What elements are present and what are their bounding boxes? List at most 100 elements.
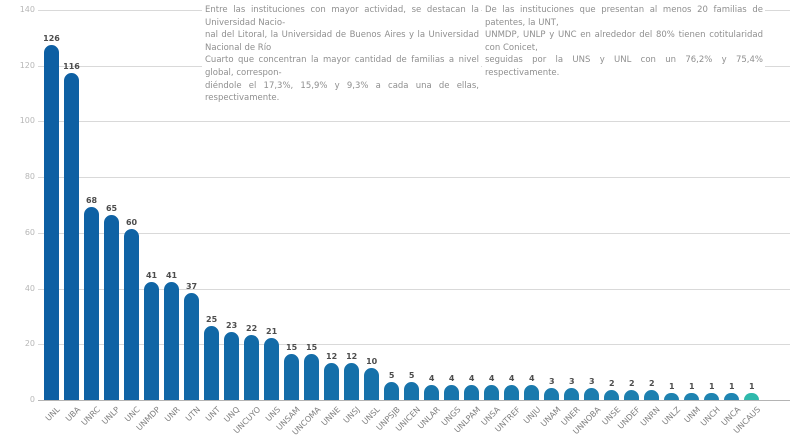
value-label-UNJU: 4	[528, 373, 535, 383]
value-label-UNAM: 3	[548, 376, 555, 386]
category-label-UNRN: UNRN	[639, 405, 663, 428]
value-label-UNCOMA: 15	[306, 343, 318, 353]
bar-UNLZ	[664, 393, 680, 400]
category-label-UNR: UNR	[163, 405, 182, 424]
bar-UNNE	[324, 362, 340, 400]
y-tick-label-60: 60	[24, 227, 35, 237]
bar-UNSE	[604, 390, 620, 400]
value-label-UNL: 126	[43, 34, 60, 43]
value-label-UNICEN: 5	[408, 371, 415, 381]
value-label-UNCA: 1	[729, 382, 735, 392]
bar-UNLPAM	[464, 384, 480, 400]
category-label-UTN: UTN	[183, 405, 202, 424]
bar-UNL	[44, 45, 59, 400]
bar-UNSL	[364, 368, 380, 400]
value-label-UNC: 60	[125, 217, 138, 227]
bar-UNPSJB	[384, 382, 400, 400]
value-label-UNLP: 65	[105, 203, 118, 213]
x-axis-line	[38, 400, 790, 401]
value-label-UNNE: 12	[326, 351, 338, 361]
y-tick-label-40: 40	[24, 283, 35, 293]
bar-UNJU	[524, 384, 540, 400]
y-tick-label-20: 20	[24, 339, 35, 349]
category-label-UNRC: UNRC	[79, 405, 102, 428]
gridline-40	[38, 288, 790, 290]
bar-UNSJ	[344, 362, 360, 400]
bar-UNDEF	[624, 390, 640, 400]
bar-UNT	[204, 326, 220, 400]
gridline-100	[38, 121, 790, 123]
bar-UNCAUS	[744, 393, 760, 400]
category-label-UNL: UNL	[43, 405, 62, 423]
annotation-left-note: Entre las instituciones con mayor activi…	[202, 2, 481, 107]
y-tick-label-0: 0	[29, 395, 35, 404]
value-label-UNT: 25	[206, 315, 218, 325]
bar-UNLAR	[424, 384, 440, 400]
gridline-60	[38, 232, 790, 234]
gridline-80	[38, 177, 790, 179]
value-label-UBA: 116	[63, 61, 80, 71]
bar-UNSA	[484, 384, 500, 400]
category-label-UNLZ: UNLZ	[660, 405, 683, 427]
bar-UNCA	[724, 393, 740, 400]
value-label-UNCH: 1	[709, 382, 715, 392]
category-label-UNSJ: UNSJ	[342, 405, 363, 425]
value-label-UNQ: 23	[226, 320, 238, 330]
value-label-UNSL: 10	[366, 357, 378, 367]
y-tick-label-140: 140	[19, 5, 35, 14]
value-label-UNDEF: 2	[628, 379, 635, 389]
value-label-UNNOBA: 3	[588, 376, 595, 386]
bar-UNCH	[704, 393, 720, 400]
value-label-UNPSJB: 5	[388, 371, 395, 381]
gridline-20	[38, 344, 790, 346]
bar-UNNOBA	[584, 387, 600, 400]
value-label-UTN: 37	[185, 281, 198, 291]
value-label-UNRN: 2	[649, 379, 655, 389]
bar-UNS	[264, 337, 280, 400]
bar-UNQ	[224, 331, 240, 400]
bar-UNTREF	[504, 384, 520, 400]
bar-UNAM	[544, 387, 560, 400]
value-label-UNS: 21	[266, 326, 278, 336]
bar-UNGS	[444, 384, 460, 400]
value-label-UNLZ: 1	[669, 382, 675, 392]
bar-UNICEN	[404, 382, 420, 400]
value-label-UNTREF: 4	[508, 373, 515, 383]
bar-UNLP	[104, 214, 120, 400]
value-label-UNSE: 2	[608, 379, 615, 389]
category-label-UNLP: UNLP	[100, 405, 122, 427]
bar-UNMDP	[144, 281, 160, 400]
category-label-UNAM: UNAM	[538, 405, 563, 429]
bar-UNM	[684, 393, 700, 400]
category-label-UNNE: UNNE	[319, 405, 342, 428]
bar-UNRC	[84, 206, 100, 400]
bar-UNRN	[644, 390, 660, 400]
value-label-UNM: 1	[689, 382, 695, 392]
category-label-UNCH: UNCH	[699, 405, 723, 428]
bar-UNCOMA	[304, 354, 320, 400]
value-label-UNCAUS: 1	[749, 382, 755, 392]
bar-UNER	[564, 387, 580, 400]
value-label-UNR: 41	[165, 270, 178, 280]
annotation-right-note: De las instituciones que presentan al me…	[482, 2, 765, 82]
category-label-UNT: UNT	[203, 405, 222, 424]
y-tick-label-120: 120	[19, 60, 35, 70]
value-label-UNSAM: 15	[286, 343, 298, 353]
value-label-UNGS: 4	[448, 373, 455, 383]
value-label-UNLAR: 4	[428, 373, 435, 383]
bar-UNC	[124, 228, 140, 400]
value-label-UNCUYO: 22	[246, 323, 258, 333]
y-tick-label-100: 100	[19, 116, 35, 126]
bar-UTN	[184, 292, 200, 400]
value-label-UNRC: 68	[85, 195, 98, 205]
value-label-UNLPAM: 4	[468, 373, 475, 383]
value-label-UNER: 3	[568, 376, 575, 386]
bar-UBA	[64, 72, 79, 400]
bar-UNCUYO	[244, 334, 260, 400]
value-label-UNSA: 4	[488, 373, 495, 383]
y-tick-label-80: 80	[24, 172, 35, 182]
value-label-UNMDP: 41	[145, 270, 158, 280]
bar-UNR	[164, 281, 180, 400]
value-label-UNSJ: 12	[346, 351, 358, 361]
